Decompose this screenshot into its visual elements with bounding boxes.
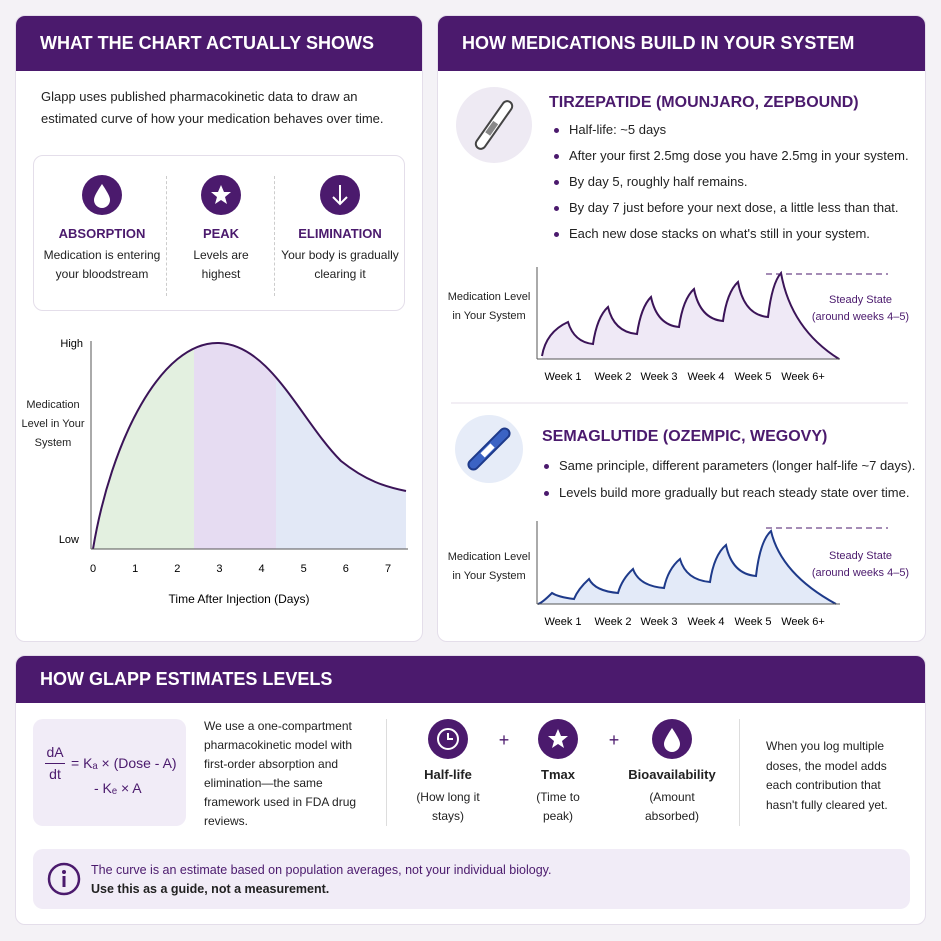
formula-box (33, 719, 186, 826)
formula-line: = Kₐ × (Dose - A) (71, 755, 177, 771)
multiple-doses-text: When you log multiple doses, the model a… (766, 739, 888, 812)
annotation-note: (around weeks 4–5) (811, 567, 910, 579)
formula-line: - Kₑ × A (94, 780, 142, 796)
phase-icons (82, 175, 360, 215)
droplet-icon (652, 719, 692, 759)
clock-icon (428, 719, 468, 759)
peak-region (194, 342, 276, 549)
y-axis-label: Medication Level in Your System (21, 399, 85, 449)
annotation: Steady State (829, 294, 892, 306)
disclaimer: The curve is an estimate based on popula… (91, 863, 552, 877)
x-axis-label: Time After Injection (Days) (169, 592, 310, 606)
pen-icon (456, 87, 532, 163)
week-label: Week 3 (640, 616, 677, 628)
factor-label: Half-life (424, 767, 472, 782)
annotation: Steady State (829, 550, 892, 562)
medication-graphics: Week 1 Week 2 Week 3 Week 4 Week 5 Week 6+ Wee… (451, 87, 908, 628)
pk-curve-chart: High Low Time After Injection (Days) 0 1 2… (59, 338, 408, 606)
pk-curve (92, 341, 407, 550)
week-label: Week 6+ (781, 616, 825, 628)
model-text: We use a one-compartment pharmacokinetic… (204, 719, 357, 828)
week-label: Week 4 (687, 616, 724, 628)
x-tick-label: 4 (259, 563, 265, 575)
week-label: Week 2 (594, 616, 631, 628)
level-area (542, 273, 839, 359)
formula-denominator: dt (49, 766, 61, 782)
x-tick-label: 7 (385, 563, 391, 575)
divider (739, 719, 740, 826)
annotation-note: (around weeks 4–5) (811, 311, 910, 323)
plus: + (609, 730, 620, 750)
y-high-label: High (60, 338, 83, 350)
level-curve (537, 529, 837, 605)
panel-title: HOW GLAPP ESTIMATES LEVELS (16, 656, 925, 703)
week-label: Week 4 (687, 371, 724, 383)
bullet: By day 5, roughly half remains. (553, 174, 748, 189)
factor-description: (Amount absorbed) (644, 790, 700, 823)
week-label: Week 1 (544, 371, 581, 383)
drug-name: TIRZEPATIDE (MOUNJARO, ZEPBOUND) (549, 94, 859, 111)
divider (274, 176, 275, 296)
phase-description: Your body is gradually clearing it (281, 248, 399, 281)
pen-icon (455, 415, 523, 483)
y-low-label: Low (59, 534, 79, 546)
y-axis-label: Medication Level in Your System (447, 551, 531, 582)
bullet: By day 7 just before your next dose, a l… (554, 200, 899, 215)
medications-panel: HOW MEDICATIONS BUILD IN YOUR SYSTEM Wee… (437, 15, 926, 642)
plus: + (499, 730, 510, 750)
phase-label: ABSORPTION (58, 226, 146, 241)
bullet: Levels build more gradually but reach st… (543, 485, 910, 500)
disclaimer-box (33, 849, 910, 909)
bullet: After your first 2.5mg dose you have 2.5… (554, 148, 909, 163)
x-tick-label: 6 (343, 563, 349, 575)
x-tick-label: 1 (132, 563, 138, 575)
week-label: Week 1 (544, 616, 581, 628)
elimination-region (276, 342, 406, 549)
phase-label: ELIMINATION (298, 226, 382, 241)
star-icon (201, 175, 241, 215)
phase-box (33, 155, 405, 311)
drug-name: SEMAGLUTIDE (OZEMPIC, WEGOVY) (542, 428, 828, 445)
x-tick-label: 2 (174, 563, 180, 575)
disclaimer-strong: Use this as a guide, not a measurement. (91, 882, 330, 896)
formula-numerator: dA (46, 744, 64, 760)
intro-text: Glapp uses published pharmacokinetic dat… (41, 89, 384, 126)
absorption-region (93, 342, 194, 549)
panel-title: HOW MEDICATIONS BUILD IN YOUR SYSTEM (438, 16, 925, 71)
divider (386, 719, 387, 826)
y-axis-label: Medication Level in Your System (447, 291, 531, 322)
x-tick-label: 5 (301, 563, 307, 575)
x-tick-label: 3 (216, 563, 222, 575)
week-label: Week 6+ (781, 371, 825, 383)
factor-description: (Time to peak) (536, 790, 580, 823)
week-label: Week 5 (734, 616, 771, 628)
estimation-panel: HOW GLAPP ESTIMATES LEVELS dA dt = Kₐ × … (15, 655, 926, 925)
panel-title: WHAT THE CHART ACTUALLY SHOWS (16, 16, 422, 71)
level-curve (541, 270, 840, 360)
bullet: Half-life: ~5 days (553, 122, 667, 137)
week-label: Week 2 (594, 371, 631, 383)
arrow-icon (320, 175, 360, 215)
phase-description: Medication is entering your bloodstream (43, 248, 161, 281)
phase-label: PEAK (202, 226, 240, 241)
fraction-bar (45, 763, 65, 764)
phase-description: Levels are highest (193, 248, 249, 281)
week-label: Week 3 (640, 371, 677, 383)
factor-label: Bioavailability (628, 767, 716, 782)
x-tick-label: 0 (90, 563, 96, 575)
week-label: Week 5 (734, 371, 771, 383)
level-area (538, 531, 836, 604)
factor-label: Tmax (541, 767, 575, 782)
divider (166, 176, 167, 296)
factor-description: (How long it stays) (416, 790, 480, 823)
factor-icons: + + (428, 719, 692, 759)
droplet-icon (82, 175, 122, 215)
bullet: Same principle, different parameters (lo… (543, 458, 916, 473)
star-icon (538, 719, 578, 759)
info-icon (47, 862, 81, 896)
bullet: Each new dose stacks on what's still in … (554, 226, 870, 241)
chart-explainer-panel: WHAT THE CHART ACTUALLY SHOWS Glapp uses… (15, 15, 423, 642)
